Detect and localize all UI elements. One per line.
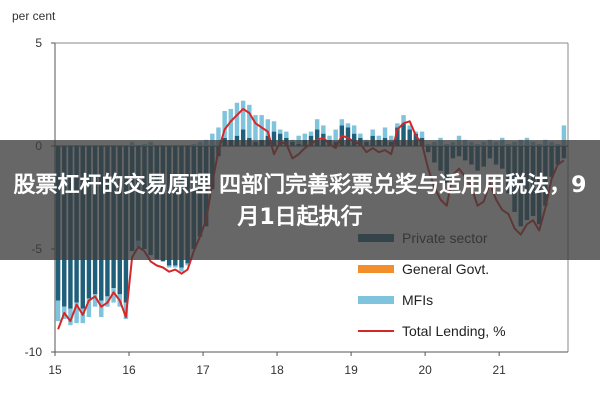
bar-mfis xyxy=(358,133,363,138)
y-tick-label: 5 xyxy=(35,36,42,50)
bar-mfis xyxy=(382,127,388,138)
bar-private-sector xyxy=(351,133,357,146)
bar-mfis xyxy=(302,133,308,140)
bar-mfis xyxy=(271,121,277,132)
bar-private-sector xyxy=(240,129,246,146)
legend-swatch xyxy=(358,296,394,304)
x-tick-label: 17 xyxy=(196,363,210,377)
bar-private-sector xyxy=(395,127,400,146)
bar-mfis xyxy=(86,298,92,317)
x-tick-label: 20 xyxy=(418,363,432,377)
bar-mfis xyxy=(376,135,382,140)
bar-mfis xyxy=(210,133,215,146)
bar-mfis xyxy=(166,265,172,268)
bar-mfis xyxy=(277,129,283,134)
headline-text[interactable]: 股票杠杆的交易原理 四部门完善彩票兑奖与适用用税法，9月1日起执行 xyxy=(13,173,587,230)
bar-mfis xyxy=(327,135,332,140)
bar-private-sector xyxy=(321,133,326,146)
bar-mfis xyxy=(395,123,400,128)
bar-mfis xyxy=(419,131,425,138)
y-axis-label: per cent xyxy=(12,9,56,23)
headline-overlay[interactable]: 股票杠杆的交易原理 四部门完善彩票兑奖与适用用税法，9月1日起执行 xyxy=(0,140,600,260)
bar-private-sector xyxy=(401,123,406,146)
bar-private-sector xyxy=(413,133,419,146)
bar-mfis xyxy=(265,119,271,136)
bar-mfis xyxy=(339,119,345,126)
bar-mfis xyxy=(99,300,104,317)
bar-mfis xyxy=(388,135,394,142)
bar-mfis xyxy=(370,129,375,136)
bar-mfis xyxy=(240,100,246,130)
bar-mfis xyxy=(314,119,320,130)
bar-mfis xyxy=(333,129,338,142)
bar-private-sector xyxy=(407,129,412,146)
x-tick-label: 21 xyxy=(492,363,506,377)
x-tick-label: 19 xyxy=(344,363,358,377)
bar-mfis xyxy=(111,288,116,303)
bar-mfis xyxy=(92,294,98,307)
bar-mfis xyxy=(345,123,351,128)
bar-mfis xyxy=(253,115,258,142)
x-tick-label: 18 xyxy=(270,363,284,377)
bar-mfis xyxy=(173,265,178,268)
bar-private-sector xyxy=(277,133,283,146)
bar-mfis xyxy=(55,300,61,322)
bar-mfis xyxy=(179,267,184,272)
x-tick-label: 16 xyxy=(122,363,136,377)
bar-mfis xyxy=(413,131,419,134)
bar-mfis xyxy=(351,125,357,134)
bar-mfis xyxy=(228,108,234,140)
bar-mfis xyxy=(216,127,221,146)
bar-mfis xyxy=(296,135,301,144)
bar-mfis xyxy=(80,308,85,324)
legend-swatch xyxy=(358,265,394,273)
bar-mfis xyxy=(401,115,406,124)
bar-mfis xyxy=(284,131,289,138)
bar-mfis xyxy=(222,110,227,138)
bar-mfis xyxy=(308,131,314,136)
legend-label: General Govt. xyxy=(402,261,489,277)
bar-mfis xyxy=(321,125,326,134)
bar-mfis xyxy=(247,104,252,138)
bar-mfis xyxy=(561,125,567,146)
bar-mfis xyxy=(74,302,79,324)
legend-label: Total Lending, % xyxy=(402,323,506,339)
legend-label: MFIs xyxy=(402,292,433,308)
bar-private-sector xyxy=(314,129,320,146)
bar-mfis xyxy=(185,263,190,266)
bar-mfis xyxy=(407,125,412,130)
bar-private-sector xyxy=(271,131,277,146)
y-tick-label: -10 xyxy=(25,345,43,359)
bar-mfis xyxy=(68,308,73,326)
x-tick-label: 15 xyxy=(48,363,62,377)
bar-mfis xyxy=(234,102,240,136)
bar-private-sector xyxy=(345,127,351,146)
